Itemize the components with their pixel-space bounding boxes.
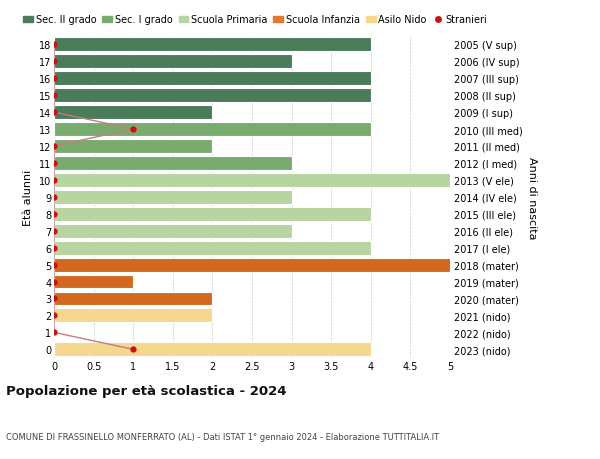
Bar <box>54 224 292 238</box>
Bar <box>54 157 292 170</box>
Bar <box>54 275 133 289</box>
Bar <box>54 123 371 137</box>
Bar <box>54 258 450 272</box>
Bar <box>54 309 212 323</box>
Bar <box>54 140 212 154</box>
Bar <box>54 55 292 69</box>
Bar <box>54 106 212 120</box>
Bar <box>54 174 450 187</box>
Bar <box>54 190 292 204</box>
Bar <box>54 292 212 306</box>
Legend: Sec. II grado, Sec. I grado, Scuola Primaria, Scuola Infanzia, Asilo Nido, Stran: Sec. II grado, Sec. I grado, Scuola Prim… <box>23 16 487 25</box>
Y-axis label: Età alunni: Età alunni <box>23 169 33 225</box>
Y-axis label: Anni di nascita: Anni di nascita <box>527 156 537 239</box>
Bar <box>54 241 371 255</box>
Bar <box>54 207 371 221</box>
Text: COMUNE DI FRASSINELLO MONFERRATO (AL) - Dati ISTAT 1° gennaio 2024 - Elaborazion: COMUNE DI FRASSINELLO MONFERRATO (AL) - … <box>6 431 439 441</box>
Bar <box>54 72 371 86</box>
Bar <box>54 342 371 357</box>
Bar <box>54 89 371 103</box>
Bar <box>54 38 371 52</box>
Text: Popolazione per età scolastica - 2024: Popolazione per età scolastica - 2024 <box>6 384 287 397</box>
